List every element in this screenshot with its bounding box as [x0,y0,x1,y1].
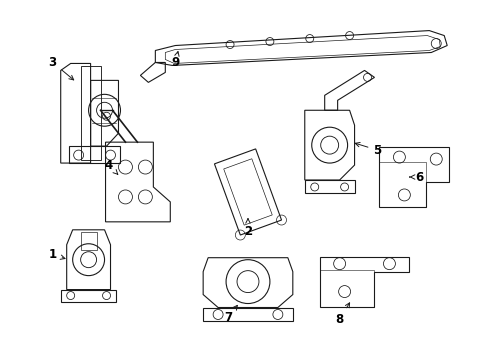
Text: 3: 3 [49,56,74,80]
Text: 2: 2 [244,219,251,238]
Text: 4: 4 [104,158,118,174]
Text: 9: 9 [171,51,179,69]
Text: 1: 1 [49,248,65,261]
Text: 5: 5 [355,143,381,157]
Text: 7: 7 [224,305,237,324]
Text: 6: 6 [409,171,423,184]
Text: 8: 8 [335,303,349,326]
